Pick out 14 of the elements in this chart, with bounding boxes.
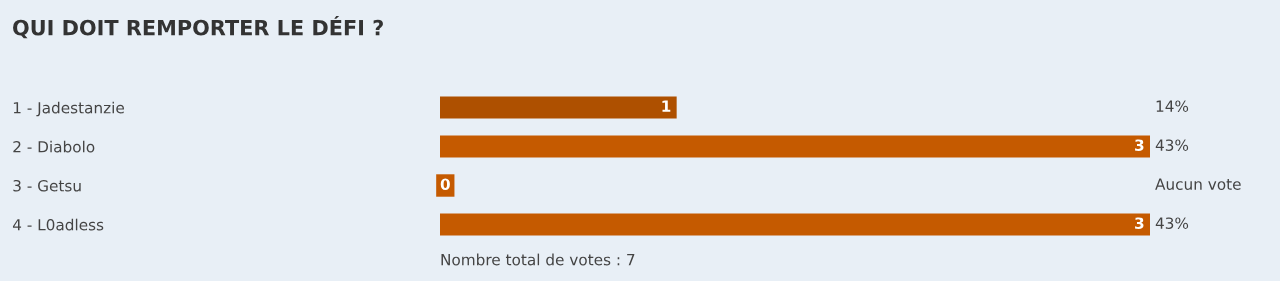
y-tick-label: 2 - Diabolo — [13, 140, 95, 153]
data-label: 1 — [662, 100, 671, 112]
data-label: 0 — [440, 178, 450, 190]
text: 14% — [1156, 100, 1189, 112]
y-tick-label: 1 - Jadestanzie — [13, 101, 124, 117]
data-label: 3 — [1135, 139, 1144, 151]
data-label: 3 — [1135, 217, 1144, 229]
y-tick-label: 4 - L0adless — [12, 218, 104, 231]
text: 43% — [1155, 217, 1189, 229]
text: Aucun vote — [1155, 178, 1241, 190]
text: Nombre total de votes : 7 — [441, 253, 635, 266]
y-tick-label: 3 - Getsu — [13, 179, 81, 192]
text: QUI DOIT REMPORTER LE DÉFI ? — [13, 15, 383, 39]
text: 43% — [1155, 139, 1189, 151]
